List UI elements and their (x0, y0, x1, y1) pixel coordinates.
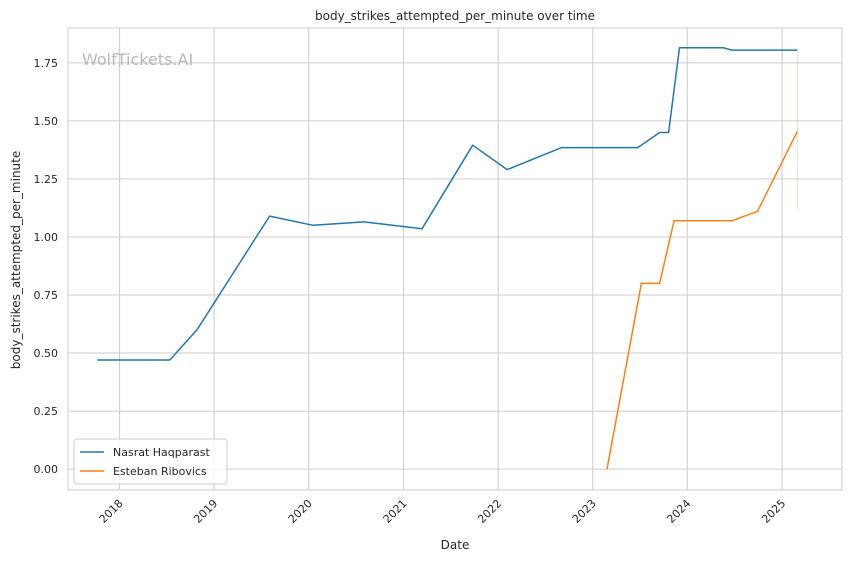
y-tick-label: 1.25 (34, 173, 59, 186)
series-line-0 (97, 46, 798, 361)
y-tick-label: 0.00 (34, 463, 59, 476)
y-tick-label: 0.75 (34, 289, 59, 302)
plot-frame (67, 27, 843, 491)
legend-label: Esteban Ribovics (113, 465, 207, 478)
y-tick-label: 0.25 (34, 405, 59, 418)
legend-label: Nasrat Haqparast (113, 446, 210, 459)
watermark: WolfTickets.AI (82, 50, 193, 69)
chart-title: body_strikes_attempted_per_minute over t… (315, 9, 595, 23)
y-axis-label: body_strikes_attempted_per_minute (9, 151, 23, 369)
series-line-1 (606, 130, 799, 470)
y-tick-label: 1.75 (34, 57, 59, 70)
y-tick-label: 1.50 (34, 115, 59, 128)
legend-box (73, 438, 228, 485)
y-tick-label: 1.00 (34, 231, 59, 244)
x-axis-label: Date (441, 538, 470, 552)
legend: Nasrat Haqparast Esteban Ribovics (73, 438, 228, 485)
y-tick-label: 0.50 (34, 347, 59, 360)
